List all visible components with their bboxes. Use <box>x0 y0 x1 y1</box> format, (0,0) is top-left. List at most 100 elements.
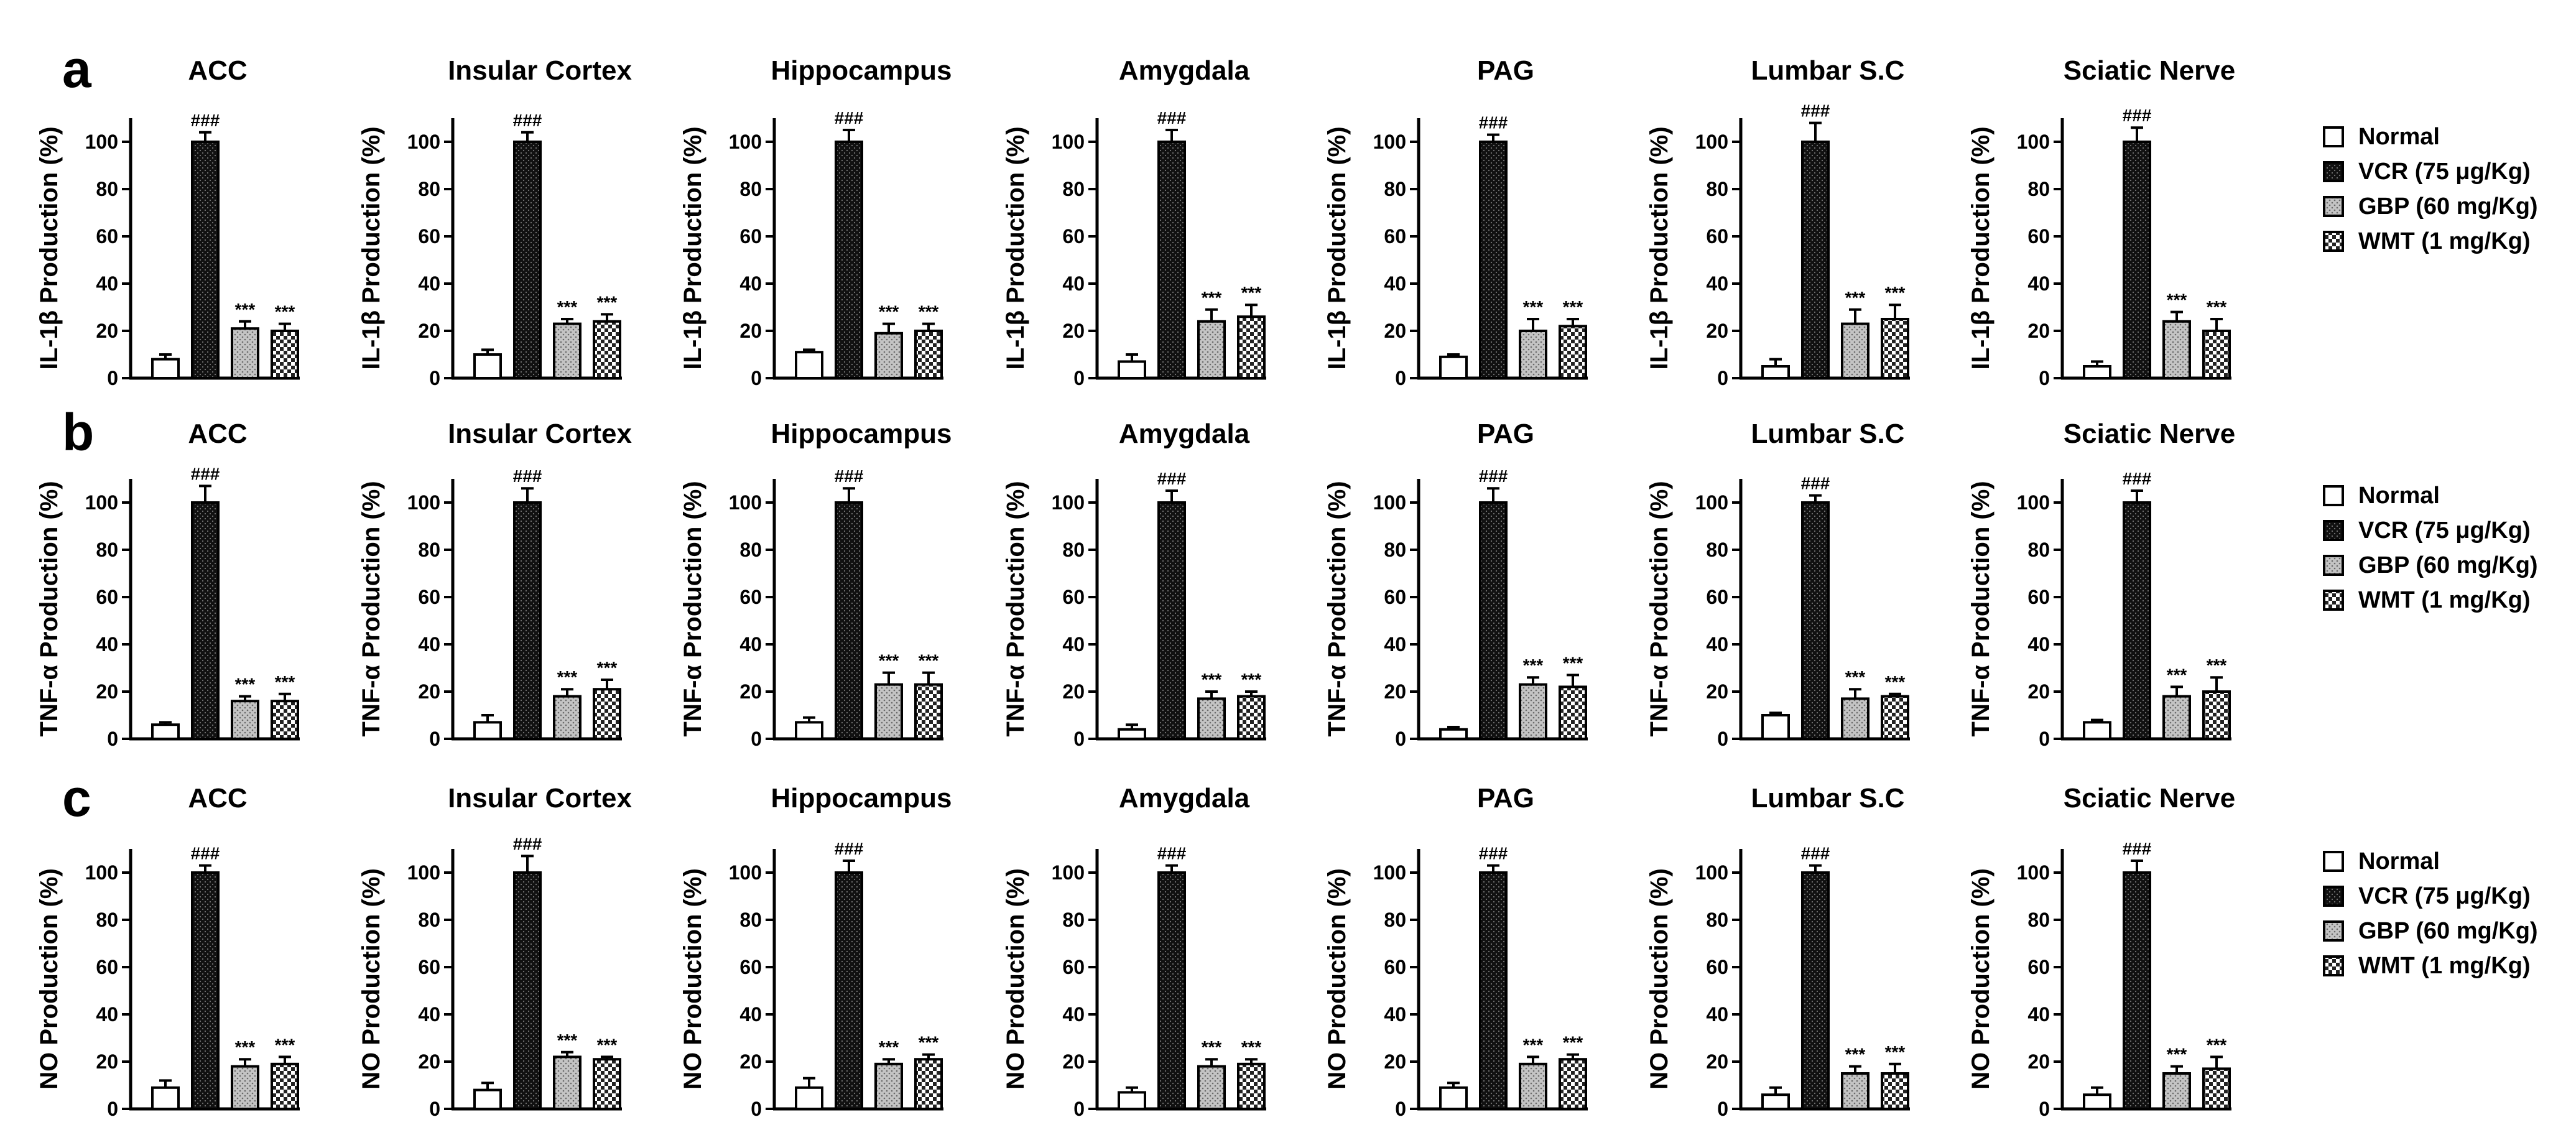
legend-label-gbp: GBP (60 mg/Kg) <box>2358 193 2538 220</box>
chart-title: ACC <box>188 55 247 86</box>
panel-c: c ACC NO Production (%) 0 20 40 60 80 100 ### *** *… <box>35 769 2235 1120</box>
significance-wmt: *** <box>1241 670 1262 689</box>
y-tick-label: 40 <box>418 272 440 295</box>
y-tick-label: 60 <box>1706 956 1728 978</box>
bar-gbp <box>553 1055 581 1111</box>
chart-a-5: PAG IL-1β Production (%) 0 20 40 60 80 100 ### **… <box>1323 55 1588 389</box>
significance-wmt: *** <box>2207 656 2227 675</box>
bar-gbp <box>2162 1072 2191 1110</box>
bar-gbp <box>553 322 581 379</box>
bar-gbp <box>231 700 259 740</box>
y-tick-label: 100 <box>1695 861 1728 884</box>
y-tick-label: 20 <box>1062 680 1085 703</box>
bar-gbp <box>2162 695 2191 740</box>
significance-vcr: ### <box>1157 108 1187 127</box>
chart-title: Sciatic Nerve <box>2064 55 2235 86</box>
y-tick-label: 0 <box>107 367 118 389</box>
legend-label-normal: Normal <box>2358 848 2440 874</box>
legend-c: Normal VCR (75 μg/Kg) GBP (60 mg/Kg) WMT (1… <box>2323 848 2538 979</box>
y-tick-label: 60 <box>1062 225 1085 248</box>
bar-normal <box>795 351 823 380</box>
y-tick-label: 60 <box>2027 225 2050 248</box>
bar-vcr <box>513 501 542 740</box>
y-tick-label: 100 <box>1695 491 1728 514</box>
y-tick-label: 80 <box>2027 909 2050 931</box>
y-tick-label: 20 <box>418 680 440 703</box>
y-tick-label: 0 <box>1395 367 1406 389</box>
significance-gbp: *** <box>2167 290 2187 310</box>
bar-wmt <box>1237 695 1266 740</box>
y-tick-label: 0 <box>1073 728 1085 750</box>
y-tick-label: 80 <box>418 178 440 200</box>
y-tick-label: 20 <box>1706 1050 1728 1073</box>
y-tick-label: 0 <box>1073 1098 1085 1120</box>
y-tick-label: 20 <box>1384 320 1406 342</box>
chart-title: Insular Cortex <box>448 783 632 813</box>
y-tick-label: 80 <box>739 178 762 200</box>
significance-vcr: ### <box>1801 844 1830 863</box>
bar-vcr <box>1479 871 1508 1110</box>
y-tick-label: 20 <box>2027 1050 2050 1073</box>
y-tick-label: 0 <box>1717 728 1728 750</box>
y-tick-label: 80 <box>1062 539 1085 561</box>
significance-vcr: ### <box>835 839 864 858</box>
chart-c-3: Hippocampus NO Production (%) 0 20 40 60 80 100… <box>679 783 952 1120</box>
significance-gbp: *** <box>879 302 899 322</box>
significance-wmt: *** <box>1563 653 1583 672</box>
y-tick-label: 80 <box>2027 178 2050 200</box>
bar-normal <box>151 1086 180 1111</box>
chart-title: Sciatic Nerve <box>2064 783 2235 813</box>
y-tick-label: 40 <box>1062 1003 1085 1026</box>
y-axis-label: IL-1β Production (%) <box>358 126 385 369</box>
y-tick-label: 0 <box>751 1098 762 1120</box>
y-tick-label: 20 <box>739 1050 762 1073</box>
significance-wmt: *** <box>597 292 618 312</box>
significance-gbp: *** <box>1202 670 1222 689</box>
bar-normal <box>1761 714 1790 740</box>
significance-gbp: *** <box>879 1037 899 1057</box>
y-tick-label: 100 <box>1373 861 1406 884</box>
bar-vcr <box>2123 141 2151 379</box>
legend-label-normal: Normal <box>2358 483 2440 509</box>
bar-gbp <box>1519 330 1547 379</box>
y-tick-label: 80 <box>1062 178 1085 200</box>
y-tick-label: 40 <box>1706 1003 1728 1026</box>
significance-vcr: ### <box>1479 113 1508 132</box>
y-tick-label: 0 <box>2039 1098 2050 1120</box>
legend-label-wmt: WMT (1 mg/Kg) <box>2358 587 2531 613</box>
y-tick-label: 20 <box>418 320 440 342</box>
y-tick-label: 80 <box>1384 178 1406 200</box>
bar-vcr <box>835 501 863 740</box>
bar-wmt <box>593 1058 621 1110</box>
significance-gbp: *** <box>557 1031 578 1050</box>
y-tick-label: 40 <box>739 272 762 295</box>
chart-title: Sciatic Nerve <box>2064 419 2235 449</box>
significance-wmt: *** <box>2207 1035 2227 1054</box>
significance-vcr: ### <box>1479 466 1508 486</box>
bar-normal <box>795 721 823 741</box>
bar-normal <box>2083 1093 2111 1110</box>
y-tick-label: 20 <box>96 680 118 703</box>
legend-swatch-wmt <box>2323 590 2344 611</box>
bar-vcr <box>1157 501 1186 740</box>
bar-vcr <box>513 871 542 1110</box>
y-tick-label: 80 <box>739 539 762 561</box>
y-tick-label: 60 <box>1706 586 1728 608</box>
significance-vcr: ### <box>513 834 542 853</box>
y-axis-label: TNF-α Production (%) <box>1967 481 1995 736</box>
y-tick-label: 80 <box>2027 539 2050 561</box>
y-tick-label: 60 <box>1384 586 1406 608</box>
significance-vcr: ### <box>1801 474 1830 493</box>
significance-wmt: *** <box>919 651 939 670</box>
bar-normal <box>151 358 180 379</box>
y-tick-label: 80 <box>96 539 118 561</box>
significance-gbp: *** <box>557 667 578 687</box>
y-axis-label: NO Production (%) <box>35 868 63 1090</box>
bar-gbp <box>874 331 903 379</box>
y-tick-label: 80 <box>1706 539 1728 561</box>
y-tick-label: 40 <box>1384 633 1406 656</box>
y-axis-label: NO Production (%) <box>1646 868 1673 1090</box>
bar-wmt <box>2202 330 2231 379</box>
legend-label-gbp: GBP (60 mg/Kg) <box>2358 918 2538 944</box>
bar-normal <box>473 1088 502 1110</box>
